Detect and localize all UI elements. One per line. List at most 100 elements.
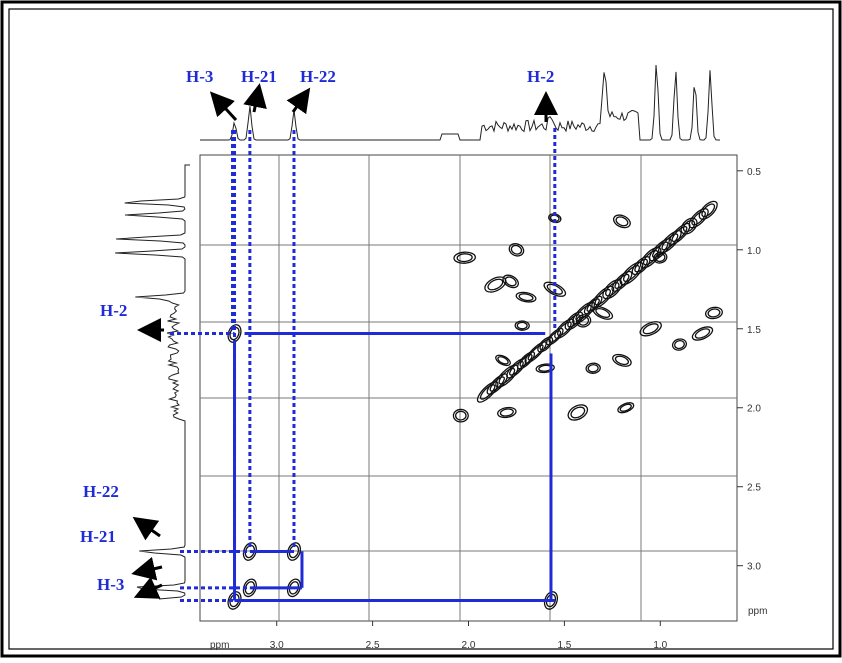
x-tick-label: 1.0 xyxy=(653,640,667,651)
label-h3-top: H-3 xyxy=(186,67,213,86)
contour-ring xyxy=(694,328,711,339)
contour-ring xyxy=(587,364,599,373)
contour-ring xyxy=(509,360,524,376)
contour-ring xyxy=(612,353,632,367)
contour-ring xyxy=(567,404,589,421)
contour-ring xyxy=(617,402,635,414)
contour-ring xyxy=(639,321,662,337)
x-tick-label: 1.5 xyxy=(557,640,571,651)
y-tick-label: 2.0 xyxy=(747,404,761,415)
contour-ring xyxy=(671,338,688,351)
contour-ring xyxy=(614,355,630,366)
top-projection-trace xyxy=(200,64,720,141)
contour-ring xyxy=(691,210,706,226)
contour-ring xyxy=(546,283,563,295)
contour-ring xyxy=(578,315,590,326)
contour-ring xyxy=(655,253,666,263)
x-tick-label: 2.5 xyxy=(366,640,380,651)
contour-ring xyxy=(476,381,499,403)
contour-ring xyxy=(557,321,572,337)
y-tick-label: 3.0 xyxy=(747,562,761,573)
contour-ring xyxy=(286,542,302,561)
y-axis-label: ppm xyxy=(748,606,767,617)
contour-ring xyxy=(688,208,709,229)
contour-ring xyxy=(595,307,611,318)
contour-ring xyxy=(502,274,519,289)
contour-ring xyxy=(242,542,257,561)
y-tick-label: 0.5 xyxy=(747,167,761,178)
arrows xyxy=(131,83,558,599)
contour-ring xyxy=(619,261,644,286)
contour-ring xyxy=(614,273,630,289)
contour-ring xyxy=(497,356,509,365)
contour-ring xyxy=(242,578,257,598)
contour-ring xyxy=(701,203,716,218)
label-h21-left: H-21 xyxy=(80,527,116,546)
contour-ring xyxy=(453,251,476,264)
inner-border xyxy=(8,8,834,650)
contour-ring xyxy=(227,591,242,610)
contour-ring xyxy=(489,376,505,392)
contour-ring xyxy=(680,217,698,235)
contour-ring xyxy=(514,320,530,331)
contour-ring xyxy=(707,308,721,318)
contour-ring xyxy=(227,324,242,343)
contour-ring xyxy=(499,408,514,417)
label-h21-top: H-21 xyxy=(241,67,277,86)
contour-ring xyxy=(455,410,467,421)
y-tick-label: 1.5 xyxy=(747,325,761,336)
left-projection-trace xyxy=(115,164,190,600)
contour-ring xyxy=(229,326,240,341)
contour-ring xyxy=(575,314,592,328)
x-tick-label: 3.0 xyxy=(270,640,284,651)
contour-ring xyxy=(516,321,528,330)
contour-ring xyxy=(594,288,611,306)
y-tick-label: 1.0 xyxy=(747,246,761,257)
contour-ring xyxy=(543,591,559,610)
contour-ring xyxy=(570,406,586,419)
contour-ring xyxy=(543,281,567,297)
contour-ring xyxy=(704,306,723,320)
label-h22-top: H-22 xyxy=(300,67,336,86)
arrow xyxy=(286,87,311,115)
label-h2-left: H-2 xyxy=(100,301,127,320)
label-h3-left: H-3 xyxy=(97,575,124,594)
contour-ring xyxy=(515,291,537,303)
contour-ring xyxy=(497,406,517,419)
arrow xyxy=(243,83,267,113)
contour-ring xyxy=(452,408,469,423)
contour-ring xyxy=(537,336,554,353)
contour-ring xyxy=(286,578,302,598)
contour-ring xyxy=(612,214,631,229)
contour-ring xyxy=(673,340,685,350)
y-tick-label: 2.5 xyxy=(747,483,761,494)
contour-ring xyxy=(698,200,718,220)
contour-ring xyxy=(615,216,629,227)
contour-ring xyxy=(545,327,564,346)
contour-ring xyxy=(592,306,614,320)
contour-ring xyxy=(516,351,536,370)
contour-ring xyxy=(572,301,596,325)
label-h22-left: H-22 xyxy=(83,482,119,501)
correlation-lines xyxy=(170,128,557,602)
x-tick-label: 2.0 xyxy=(462,640,476,651)
arrow xyxy=(131,556,163,581)
contour-ring xyxy=(518,293,534,302)
contour-ring xyxy=(495,354,511,367)
contour-peaks xyxy=(227,200,723,610)
x-axis-label: ppm xyxy=(210,640,229,651)
arrow xyxy=(133,576,163,599)
x-axis: 3.0 2.5 2.0 1.5 1.0 xyxy=(270,621,668,651)
contour-ring xyxy=(691,326,714,341)
y-axis: 0.5 1.0 1.5 2.0 2.5 3.0 xyxy=(737,167,761,573)
contour-ring xyxy=(527,344,544,361)
contour-ring xyxy=(619,403,632,412)
contour-ring xyxy=(682,219,696,233)
contour-ring xyxy=(623,264,641,282)
arrow xyxy=(209,91,238,122)
label-h2-top: H-2 xyxy=(527,67,554,86)
contour-ring xyxy=(510,244,523,255)
